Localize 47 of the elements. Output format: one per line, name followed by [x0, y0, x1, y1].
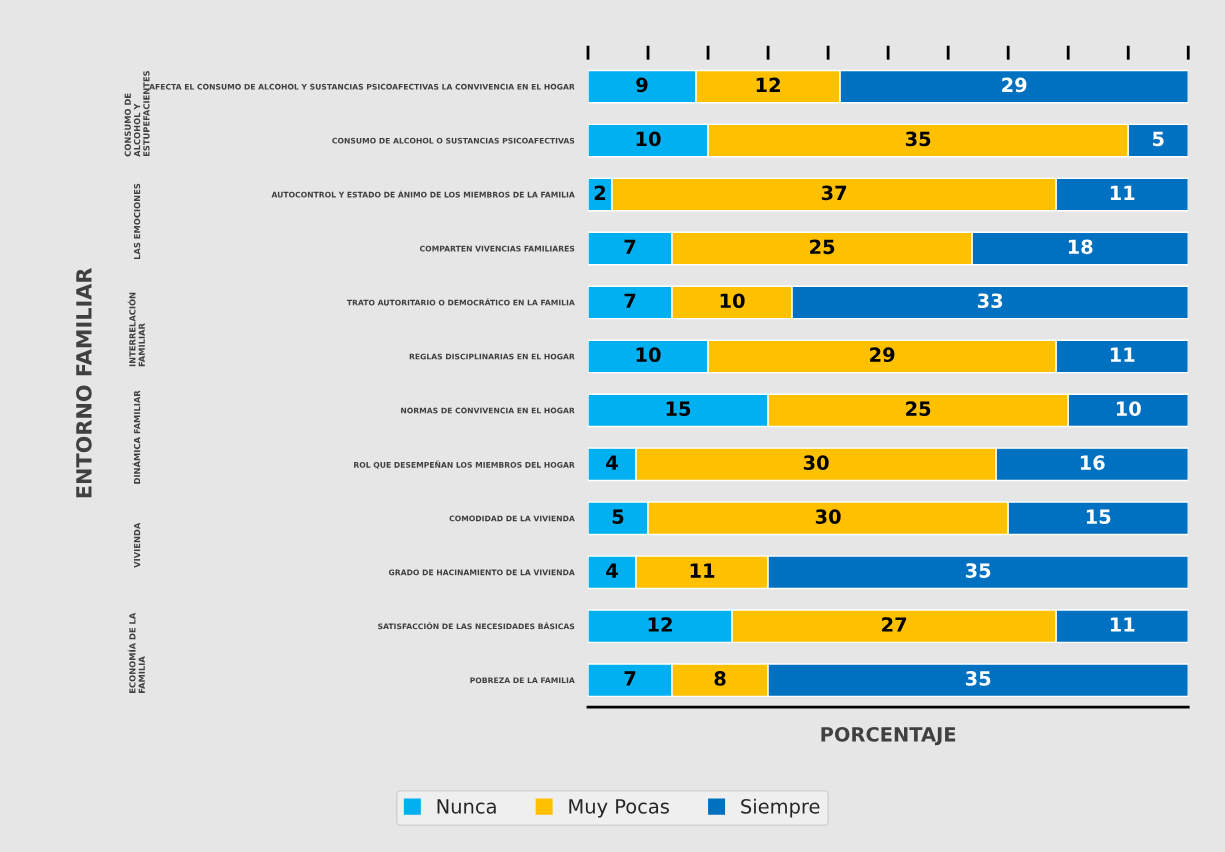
data-label: 15 [666, 401, 691, 417]
data-label: 12 [648, 617, 672, 632]
data-label: 11 [690, 563, 715, 578]
data-label: 7 [624, 239, 636, 254]
data-label: 10 [720, 293, 745, 309]
data-label: 8 [714, 671, 726, 686]
data-label: 10 [636, 131, 661, 147]
data-label: 5 [1152, 131, 1164, 147]
data-label: 11 [1110, 185, 1135, 200]
y-axis-title: ENTORNO FAMILIAR [76, 267, 92, 498]
data-label: 5 [612, 509, 624, 524]
data-label: 35 [905, 131, 931, 147]
text: ECONOMÍA DE LA FAMILIA [127, 612, 145, 693]
legend-label: Nunca [437, 799, 496, 814]
data-label: 29 [870, 347, 895, 363]
text: LAS EMOCIONES [133, 183, 141, 260]
data-label: 29 [1002, 77, 1027, 93]
data-label: 10 [636, 347, 661, 363]
data-label: 9 [636, 77, 648, 93]
data-label: 25 [810, 239, 835, 255]
text: DINÁMICA FAMILIAR [132, 390, 141, 484]
data-label: 7 [624, 671, 636, 686]
data-label: 4 [606, 563, 618, 578]
data-label: 11 [1110, 347, 1135, 362]
data-label: 25 [906, 401, 931, 417]
data-label: 12 [756, 77, 780, 92]
data-label: 33 [977, 293, 1003, 309]
data-label: 10 [1116, 401, 1141, 417]
data-label: 37 [821, 185, 847, 201]
data-label: 27 [882, 617, 907, 632]
data-label: 30 [803, 455, 829, 470]
text: INTERRELACIÓN FAMILIAR [127, 292, 145, 367]
data-label: 18 [1068, 239, 1093, 255]
text: CONSUMO DE ALCOHOL Y ESTUPEFACIENTES [124, 71, 150, 157]
data-label: 35 [965, 563, 991, 578]
data-label: 35 [965, 671, 991, 686]
data-label: 30 [815, 509, 841, 524]
legend-label: Siempre [741, 798, 820, 818]
data-label: 4 [606, 455, 618, 470]
x-axis-title: PORCENTAJE [821, 726, 956, 746]
legend-label: Muy Pocas [569, 799, 669, 818]
data-label: 2 [594, 185, 606, 200]
data-label: 7 [624, 293, 636, 308]
data-label: 11 [1110, 617, 1135, 632]
text: VIVIENDA [134, 522, 141, 568]
data-label: 15 [1086, 509, 1111, 524]
data-label: 16 [1080, 455, 1105, 470]
